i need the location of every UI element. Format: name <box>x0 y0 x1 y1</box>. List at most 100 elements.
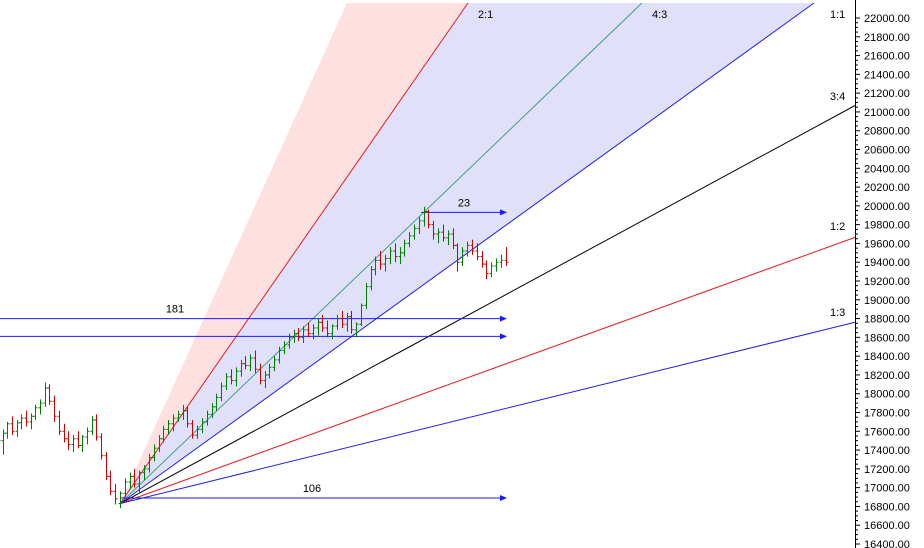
axis-tick-label: 19200.00 <box>864 276 910 288</box>
axis-tick-label: 19600.00 <box>864 238 910 250</box>
main-bar <box>422 206 427 227</box>
axis-tick-label: 16400.00 <box>864 539 910 548</box>
main-bar <box>301 326 306 343</box>
main-bar <box>253 350 258 374</box>
measure-label-23: 23 <box>458 197 470 209</box>
measurement-lines: 181 23 106 <box>0 197 507 501</box>
main-bar <box>128 472 133 490</box>
main-bar <box>335 314 340 330</box>
main-bar <box>441 224 446 242</box>
main-bar <box>470 239 475 255</box>
pre-bar <box>10 416 15 436</box>
main-bar <box>292 329 297 343</box>
main-bar <box>455 243 460 272</box>
pre-bar <box>99 433 104 460</box>
pre-bar <box>113 483 118 505</box>
main-bar <box>484 260 489 280</box>
pre-bar <box>108 470 113 496</box>
axis-tick-label: 21600.00 <box>864 51 910 63</box>
main-bar <box>345 312 350 332</box>
main-bar <box>378 250 383 270</box>
main-bar <box>190 420 195 439</box>
pre-bar <box>24 410 29 427</box>
main-bar <box>499 254 504 268</box>
main-bar <box>398 247 403 265</box>
pre-bar <box>33 404 38 421</box>
main-bar <box>296 327 301 342</box>
fan-label-4-3: 4:3 <box>652 9 667 21</box>
measure-label-106: 106 <box>303 483 321 495</box>
axis-tick-label: 18400.00 <box>864 351 910 363</box>
pre-bar <box>62 423 67 443</box>
pre-bar <box>94 414 99 441</box>
main-bar <box>373 256 378 276</box>
main-bar <box>402 239 407 257</box>
measure-arrow-181 <box>500 315 507 322</box>
support-arrow <box>500 333 507 340</box>
main-bar <box>161 425 166 443</box>
axis-tick-label: 20800.00 <box>864 126 910 138</box>
main-bar <box>118 491 123 509</box>
price-bars <box>0 206 509 509</box>
axis-tick-label: 18600.00 <box>864 332 910 344</box>
axis-tick-label: 20000.00 <box>864 201 910 213</box>
axis-tick-label: 20400.00 <box>864 163 910 175</box>
measure-arrow-106 <box>500 494 507 501</box>
pre-bar <box>104 451 109 481</box>
axis-tick-label: 19000.00 <box>864 295 910 307</box>
pre-bar <box>90 416 95 436</box>
axis-tick-label: 16800.00 <box>864 501 910 513</box>
axis-tick-label: 17800.00 <box>864 408 910 420</box>
main-bar <box>258 363 263 385</box>
main-bar <box>185 406 190 428</box>
fan-line-3-4 <box>119 104 857 505</box>
main-bar <box>224 373 229 390</box>
axis-tick-label: 20200.00 <box>864 182 910 194</box>
pre-bar <box>52 395 57 422</box>
main-bar <box>494 258 499 272</box>
main-bar <box>417 217 422 235</box>
main-bar <box>267 363 272 379</box>
fan-labels: 2:1 4:3 1:1 3:4 1:2 1:3 <box>478 9 845 319</box>
fan-label-1-2: 1:2 <box>830 221 845 233</box>
fan-label-1-1: 1:1 <box>830 9 845 21</box>
main-bar <box>219 382 224 402</box>
axis-tick-label: 18000.00 <box>864 389 910 401</box>
main-bar <box>157 435 162 452</box>
main-bar <box>200 418 205 434</box>
main-bar <box>330 324 335 340</box>
axis-tick-label: 16600.00 <box>864 520 910 532</box>
axis-tick-label: 17600.00 <box>864 426 910 438</box>
pre-bar <box>38 399 43 415</box>
main-bar <box>147 453 152 473</box>
axis-tick-label: 17400.00 <box>864 445 910 457</box>
main-bar <box>166 420 171 436</box>
main-bar <box>354 322 359 338</box>
main-bar <box>277 346 282 364</box>
main-bar <box>504 247 509 266</box>
pre-bar <box>71 435 76 452</box>
main-bar <box>142 465 147 481</box>
pre-bar <box>43 382 48 407</box>
main-bar <box>176 410 181 422</box>
pre-bar <box>0 440 1 442</box>
axis-tick-label: 19800.00 <box>864 220 910 232</box>
main-bar <box>229 369 234 385</box>
main-bar <box>214 393 219 411</box>
axis-tick-label: 18200.00 <box>864 370 910 382</box>
main-bar <box>460 247 465 266</box>
main-bar <box>359 303 364 327</box>
main-bar <box>316 318 321 336</box>
main-bar <box>248 354 253 372</box>
pre-bar <box>15 420 20 437</box>
main-bar <box>446 230 451 246</box>
main-bar <box>282 341 287 355</box>
main-bar <box>210 403 215 419</box>
main-bar <box>407 232 412 248</box>
fan-line-1-3 <box>119 321 857 505</box>
pre-bar <box>57 410 62 436</box>
main-bar <box>489 262 494 278</box>
main-bar <box>364 282 369 310</box>
main-bar <box>306 322 311 338</box>
